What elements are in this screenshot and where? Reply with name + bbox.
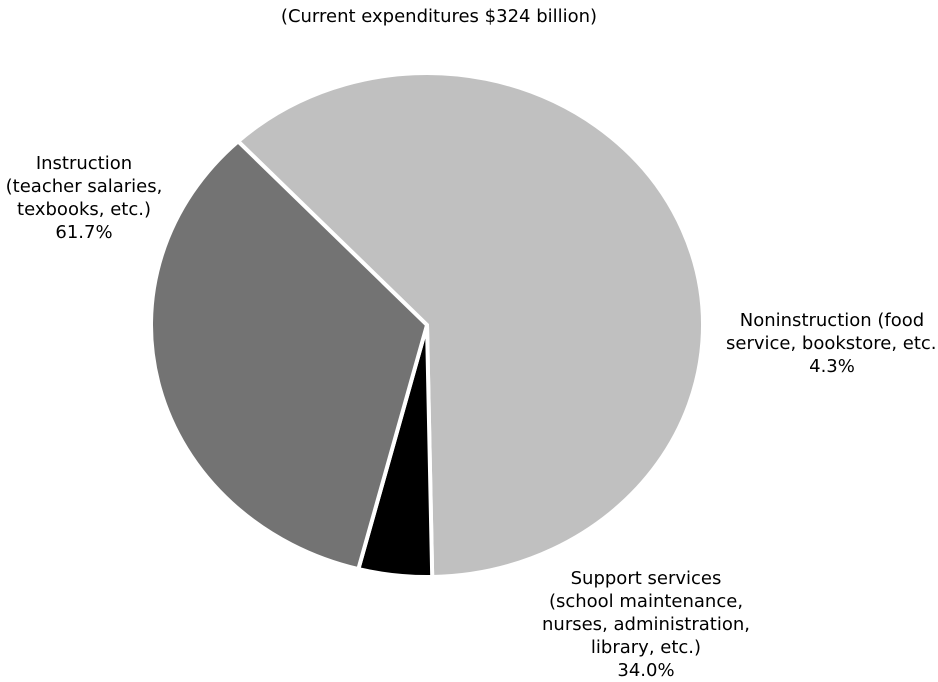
slice-label-line: nurses, administration, bbox=[542, 614, 750, 635]
chart-subtitle: (Current expenditures $324 billion) bbox=[280, 6, 598, 27]
slice-label-line: (teacher salaries, bbox=[5, 176, 163, 197]
slice-label-line: texbooks, etc.) bbox=[17, 199, 151, 220]
slice-label-line: Noninstruction (food bbox=[739, 310, 925, 331]
slice-value-label: 34.0% bbox=[617, 660, 675, 681]
slice-value-label: 4.3% bbox=[809, 356, 855, 377]
slice-label-line: Instruction bbox=[35, 153, 133, 174]
slice-label-instruction: Instruction (teacher salaries, texbooks,… bbox=[0, 152, 168, 244]
slice-label-line: library, etc.) bbox=[590, 637, 702, 658]
slice-value-label: 61.7% bbox=[55, 222, 113, 243]
slice-label-support-services: Support services (school maintenance, nu… bbox=[515, 567, 777, 682]
slice-label-line: (school maintenance, bbox=[548, 591, 744, 612]
slice-label-line: Support services bbox=[570, 568, 722, 589]
slice-label-noninstruction: Noninstruction (food service, bookstore,… bbox=[726, 309, 938, 378]
slice-label-line: service, bookstore, etc.) bbox=[726, 333, 938, 354]
pie-slice-support-services bbox=[149, 139, 429, 572]
pie-slice-instruction bbox=[236, 71, 705, 579]
